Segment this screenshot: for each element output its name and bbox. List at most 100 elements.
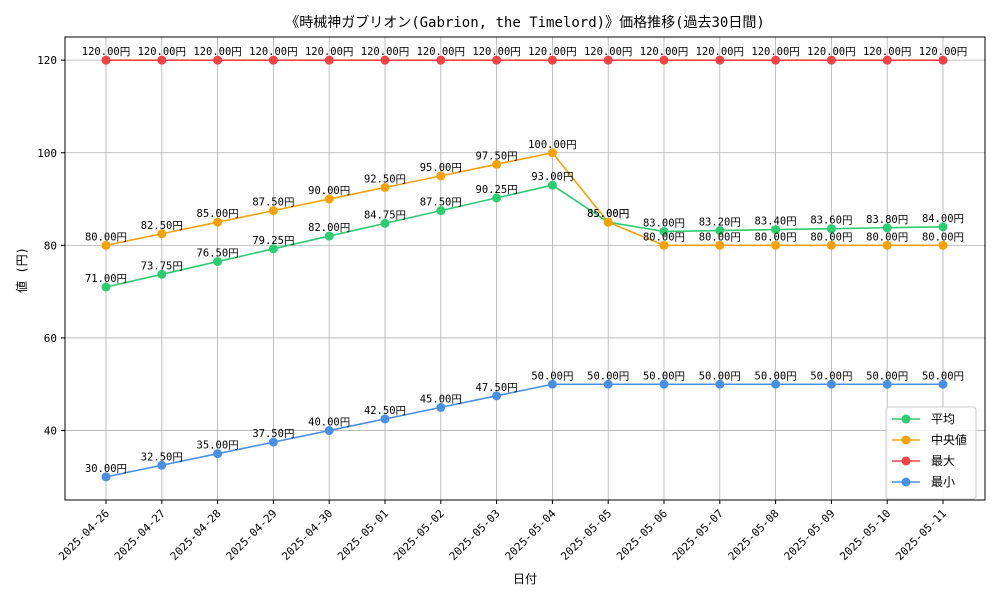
data-label: 120.00円 — [528, 46, 576, 58]
legend-swatch-marker — [901, 435, 911, 445]
data-label: 84.75円 — [364, 209, 406, 221]
data-label: 35.00円 — [197, 440, 239, 452]
data-point — [715, 226, 725, 236]
data-label: 90.25円 — [476, 184, 518, 196]
legend-label: 最小 — [931, 475, 955, 489]
data-point — [492, 391, 502, 401]
data-label: 32.50円 — [141, 451, 183, 463]
data-label: 120.00円 — [472, 46, 520, 58]
data-label: 97.50円 — [476, 150, 518, 162]
data-label: 90.00円 — [308, 185, 350, 197]
data-label: 83.80円 — [866, 214, 908, 226]
data-point — [380, 55, 390, 65]
data-point — [380, 218, 390, 228]
data-point — [324, 231, 334, 241]
data-label: 80.00円 — [85, 231, 127, 243]
legend-swatch-marker — [901, 477, 911, 487]
legend-label: 平均 — [931, 412, 955, 426]
data-point — [547, 55, 557, 65]
data-label: 82.00円 — [308, 222, 350, 234]
data-label: 87.50円 — [420, 197, 462, 209]
data-point — [324, 55, 334, 65]
legend-swatch-marker — [901, 414, 911, 424]
data-label: 80.00円 — [643, 231, 685, 243]
data-label: 82.50円 — [141, 220, 183, 232]
data-label: 50.00円 — [587, 370, 629, 382]
data-label: 92.50円 — [364, 173, 406, 185]
data-label: 42.50円 — [364, 405, 406, 417]
data-point — [101, 472, 111, 482]
data-label: 83.40円 — [755, 216, 797, 228]
data-label: 50.00円 — [755, 370, 797, 382]
data-point — [882, 379, 892, 389]
data-point — [547, 180, 557, 190]
data-point — [882, 55, 892, 65]
series-lines — [101, 55, 948, 482]
data-point — [101, 55, 111, 65]
data-point — [603, 55, 613, 65]
data-label: 120.00円 — [696, 46, 744, 58]
data-label: 47.50円 — [476, 382, 518, 394]
data-point — [324, 426, 334, 436]
data-point — [938, 55, 948, 65]
data-point — [436, 55, 446, 65]
data-label: 83.00円 — [643, 217, 685, 229]
data-label: 80.00円 — [699, 231, 741, 243]
data-point — [492, 159, 502, 169]
data-point — [826, 55, 836, 65]
y-axis-label: 値 (円) — [14, 247, 29, 293]
data-label: 50.00円 — [531, 370, 573, 382]
data-point — [938, 379, 948, 389]
data-label: 120.00円 — [138, 46, 186, 58]
data-point — [213, 257, 223, 267]
data-point — [826, 224, 836, 234]
data-label: 50.00円 — [643, 370, 685, 382]
data-point — [213, 449, 223, 459]
data-label: 85.00円 — [587, 208, 629, 220]
data-label: 30.00円 — [85, 463, 127, 475]
legend-label: 最大 — [931, 454, 955, 468]
data-point — [938, 222, 948, 232]
data-point — [268, 244, 278, 254]
data-label: 120.00円 — [249, 46, 297, 58]
data-point — [547, 379, 557, 389]
data-point — [213, 217, 223, 227]
data-point — [826, 379, 836, 389]
data-label: 80.00円 — [755, 231, 797, 243]
data-label: 120.00円 — [584, 46, 632, 58]
data-label: 93.00円 — [531, 171, 573, 183]
data-label: 120.00円 — [361, 46, 409, 58]
data-label: 87.50円 — [252, 197, 294, 209]
data-label: 120.00円 — [82, 46, 130, 58]
data-label: 120.00円 — [863, 46, 911, 58]
data-label: 83.60円 — [810, 215, 852, 227]
data-label: 45.00円 — [420, 393, 462, 405]
data-label: 120.00円 — [193, 46, 241, 58]
data-point — [715, 379, 725, 389]
chart-title: 《時械神ガブリオン(Gabrion, the Timelord)》価格推移(過去… — [285, 14, 765, 31]
data-point — [157, 460, 167, 470]
data-label: 95.00円 — [420, 162, 462, 174]
data-point — [659, 240, 669, 250]
data-point — [659, 226, 669, 236]
data-point — [268, 437, 278, 447]
data-label: 50.00円 — [810, 370, 852, 382]
data-point — [826, 240, 836, 250]
data-label: 79.25円 — [252, 235, 294, 247]
grid — [65, 37, 985, 500]
data-point — [659, 55, 669, 65]
data-point — [771, 379, 781, 389]
data-point — [938, 240, 948, 250]
data-label: 40.00円 — [308, 417, 350, 429]
data-point — [157, 229, 167, 239]
data-label: 73.75円 — [141, 260, 183, 272]
series-line — [105, 151, 943, 247]
data-point — [436, 206, 446, 216]
data-point — [715, 55, 725, 65]
data-point — [380, 182, 390, 192]
data-label: 76.50円 — [197, 248, 239, 260]
data-label: 120.00円 — [919, 46, 967, 58]
data-point — [101, 240, 111, 250]
